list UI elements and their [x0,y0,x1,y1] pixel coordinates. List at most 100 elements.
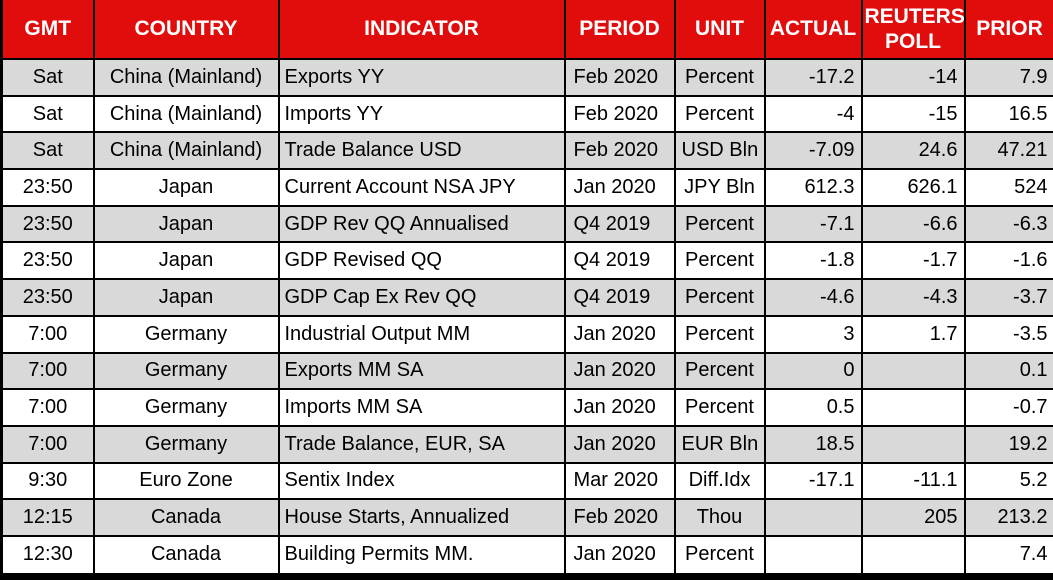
cell-indicator: Trade Balance, EUR, SA [277,424,566,464]
cell-poll: -1.7 [860,241,966,281]
cell-period: Jan 2020 [563,534,676,578]
cell-unit: Percent [673,204,766,244]
cell-prior: 213.2 [963,498,1053,537]
cell-unit: Percent [673,351,766,391]
cell-prior: -3.5 [963,314,1053,354]
cell-period: Jan 2020 [563,168,676,207]
table-row: Sat China (Mainland) Trade Balance USD Feb … [0,131,1053,171]
cell-period: Jan 2020 [563,424,676,464]
header-cell-prior: PRIOR [963,0,1053,60]
table-row: 12:15 Canada House Starts, Annualized Feb 2… [0,498,1053,537]
header-cell-unit: UNIT [673,0,766,60]
cell-poll [860,351,966,391]
cell-prior: -1.6 [963,241,1053,281]
cell-poll: 24.6 [860,131,966,171]
cell-actual: 612.3 [763,168,863,207]
cell-period: Feb 2020 [563,131,676,171]
header-cell-poll: REUTERS POLL [860,0,966,60]
cell-unit: Percent [673,534,766,578]
cell-country: Canada [92,534,280,578]
cell-period: Jan 2020 [563,388,676,427]
cell-actual: 0 [763,351,863,391]
cell-unit: Percent [673,241,766,281]
table-body: Sat China (Mainland) Exports YY Feb 2020 Per… [0,58,1053,578]
cell-gmt: 23:50 [0,204,95,244]
cell-indicator: Industrial Output MM [277,314,566,354]
cell-prior: 0.1 [963,351,1053,391]
cell-period: Q4 2019 [563,241,676,281]
cell-actual: -7.1 [763,204,863,244]
cell-country: China (Mainland) [92,131,280,171]
cell-unit: Percent [673,388,766,427]
cell-country: Canada [92,498,280,537]
cell-poll: -14 [860,58,966,97]
cell-actual [763,498,863,537]
cell-country: Germany [92,314,280,354]
cell-unit: Percent [673,314,766,354]
cell-period: Q4 2019 [563,204,676,244]
cell-actual: 18.5 [763,424,863,464]
cell-poll [860,534,966,578]
cell-unit: Percent [673,278,766,317]
cell-unit: Percent [673,94,766,134]
cell-period: Feb 2020 [563,58,676,97]
cell-gmt: 23:50 [0,168,95,207]
cell-indicator: GDP Revised QQ [277,241,566,281]
cell-gmt: 9:30 [0,461,95,501]
cell-gmt: 7:00 [0,388,95,427]
cell-indicator: Exports YY [277,58,566,97]
header-cell-country: COUNTRY [92,0,280,60]
table-row: Sat China (Mainland) Exports YY Feb 2020 Per… [0,58,1053,97]
cell-poll: -6.6 [860,204,966,244]
cell-unit: Percent [673,58,766,97]
cell-indicator: GDP Rev QQ Annualised [277,204,566,244]
cell-indicator: Imports MM SA [277,388,566,427]
cell-period: Feb 2020 [563,498,676,537]
cell-period: Jan 2020 [563,351,676,391]
cell-poll: 205 [860,498,966,537]
header-cell-period: PERIOD [563,0,676,60]
cell-gmt: 23:50 [0,278,95,317]
cell-country: Germany [92,388,280,427]
cell-prior: 5.2 [963,461,1053,501]
cell-prior: 7.9 [963,58,1053,97]
cell-prior: 7.4 [963,534,1053,578]
cell-indicator: Sentix Index [277,461,566,501]
cell-prior: -6.3 [963,204,1053,244]
cell-actual: -17.2 [763,58,863,97]
cell-prior: 524 [963,168,1053,207]
cell-gmt: Sat [0,58,95,97]
cell-actual: -17.1 [763,461,863,501]
cell-actual: 0.5 [763,388,863,427]
cell-unit: EUR Bln [673,424,766,464]
cell-prior: -3.7 [963,278,1053,317]
header-row: GMT COUNTRY INDICATOR PERIOD UNIT ACTUAL REUTE… [0,0,1053,60]
cell-poll [860,424,966,464]
cell-indicator: Trade Balance USD [277,131,566,171]
cell-unit: Thou [673,498,766,537]
cell-prior: 19.2 [963,424,1053,464]
cell-prior: 47.21 [963,131,1053,171]
cell-country: China (Mainland) [92,94,280,134]
cell-period: Q4 2019 [563,278,676,317]
cell-gmt: 23:50 [0,241,95,281]
cell-poll: 1.7 [860,314,966,354]
table-row: 9:30 Euro Zone Sentix Index Mar 2020 Diff.Id… [0,461,1053,501]
cell-country: Japan [92,204,280,244]
cell-gmt: 12:15 [0,498,95,537]
cell-gmt: 7:00 [0,314,95,354]
table-row: 7:00 Germany Industrial Output MM Jan 2020 P… [0,314,1053,354]
header-cell-indicator: INDICATOR [277,0,566,60]
cell-country: China (Mainland) [92,58,280,97]
cell-unit: Diff.Idx [673,461,766,501]
table-row: 23:50 Japan GDP Rev QQ Annualised Q4 2019 Pe… [0,204,1053,244]
cell-actual: -4 [763,94,863,134]
cell-indicator: House Starts, Annualized [277,498,566,537]
cell-poll: 626.1 [860,168,966,207]
cell-indicator: Exports MM SA [277,351,566,391]
cell-unit: USD Bln [673,131,766,171]
cell-indicator: Building Permits MM. [277,534,566,578]
table-row: 7:00 Germany Trade Balance, EUR, SA Jan 202… [0,424,1053,464]
table-row: Sat China (Mainland) Imports YY Feb 2020 Per… [0,94,1053,134]
